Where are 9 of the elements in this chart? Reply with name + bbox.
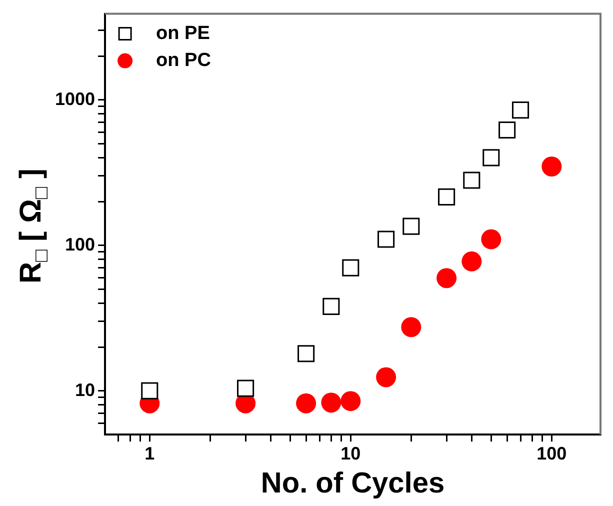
y-tick-label: 1000 [54,88,96,109]
x-tick-label: 1 [144,443,155,464]
x-tick-label: 10 [340,443,361,464]
legend-label: on PE [156,23,210,44]
x-tick-label: 100 [536,443,567,464]
x-axis-title: No. of Cycles [260,468,445,500]
y-tick-label: 100 [64,234,96,254]
legend-label: on PC [156,50,212,72]
y-tick-label: 10 [75,380,96,400]
